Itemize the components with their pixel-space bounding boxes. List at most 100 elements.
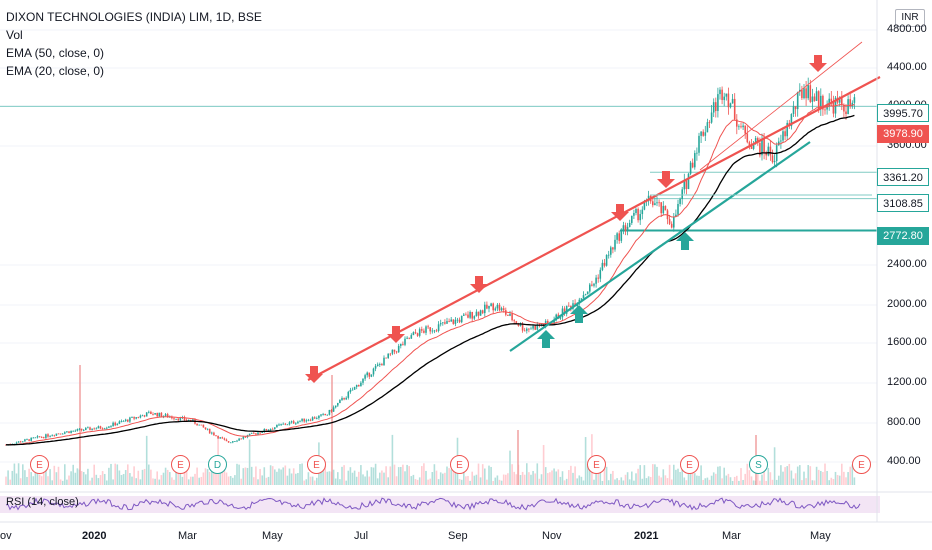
volume-bar	[698, 475, 700, 485]
volume-bar	[250, 466, 253, 485]
volume-bar	[694, 473, 696, 485]
earnings-marker[interactable]: E	[852, 455, 871, 474]
volume-bar	[339, 479, 341, 485]
candle-body	[643, 201, 646, 210]
volume-bar	[570, 465, 572, 485]
volume-bar	[221, 466, 224, 485]
volume-bar	[553, 468, 555, 485]
earnings-marker[interactable]: E	[680, 455, 699, 474]
volume-bar	[513, 471, 515, 485]
candle-body	[120, 421, 123, 422]
candle-body	[242, 436, 245, 439]
candle-body	[750, 146, 753, 149]
volume-bar	[620, 477, 623, 485]
volume-bar	[13, 463, 16, 485]
volume-bar	[351, 472, 354, 485]
time-tick: 2021	[634, 530, 659, 542]
candle-body	[372, 368, 375, 375]
candle-body	[326, 414, 329, 416]
candle-body	[578, 299, 581, 303]
candle-body	[368, 372, 371, 377]
dividend-marker[interactable]: D	[208, 455, 227, 474]
volume-bar	[584, 437, 587, 485]
candle-body	[790, 113, 793, 127]
candle-body	[22, 441, 24, 443]
volume-bar	[57, 466, 60, 485]
time-tick: May	[810, 530, 831, 542]
volume-bar	[219, 468, 221, 485]
candle-body	[658, 202, 660, 204]
earnings-marker[interactable]: E	[30, 455, 49, 474]
candle-body	[679, 198, 681, 204]
candle-body	[773, 161, 776, 163]
candle-body	[59, 433, 62, 435]
volume-bar	[112, 479, 114, 485]
volume-bar	[324, 465, 326, 485]
candle-body	[467, 314, 469, 318]
candle-body	[511, 313, 513, 321]
candle-body	[553, 320, 555, 325]
volume-bar	[559, 476, 562, 485]
currency-badge[interactable]: INR	[895, 9, 925, 27]
volume-bar	[164, 467, 167, 485]
candle-body	[385, 357, 387, 359]
volume-bar	[488, 465, 490, 485]
earnings-marker[interactable]: E	[450, 455, 469, 474]
candle-body	[469, 311, 471, 318]
earnings-marker[interactable]: E	[587, 455, 606, 474]
candle-body	[486, 304, 488, 309]
volume-bar	[750, 476, 753, 485]
volume-bar	[715, 473, 717, 485]
volume-bar	[532, 470, 534, 485]
candle-body	[515, 321, 518, 324]
candle-body	[582, 295, 585, 299]
volume-bar	[280, 469, 282, 485]
candle-body	[681, 189, 683, 199]
volume-bar	[452, 463, 455, 485]
earnings-marker[interactable]: E	[171, 455, 190, 474]
volume-bar	[313, 480, 316, 485]
volume-bar	[305, 479, 308, 485]
sell-arrow	[387, 326, 405, 343]
volume-bar	[418, 477, 421, 485]
volume-bar	[631, 471, 633, 485]
volume-bar	[580, 476, 583, 485]
buy-arrow	[570, 305, 588, 323]
volume-bar	[95, 474, 98, 485]
volume-bar	[832, 479, 835, 485]
volume-bar	[307, 472, 310, 485]
candle-body	[628, 222, 631, 227]
split-marker[interactable]: S	[749, 455, 768, 474]
sell-arrow	[809, 55, 827, 72]
candle-body	[691, 162, 694, 168]
volume-bar	[175, 467, 177, 485]
candle-body	[366, 372, 368, 376]
candle-body	[280, 424, 282, 425]
candle-body	[803, 88, 805, 99]
candle-body	[670, 223, 673, 228]
candle-body	[826, 105, 828, 110]
volume-bar	[628, 479, 631, 485]
volume-bar	[141, 469, 144, 485]
symbol-title[interactable]: DIXON TECHNOLOGIES (INDIA) LIM, 1D, BSE	[6, 10, 262, 24]
earnings-marker[interactable]: E	[307, 455, 326, 474]
candle-body	[164, 414, 167, 416]
volume-bar	[542, 445, 545, 485]
legend-volume[interactable]: Vol	[6, 28, 23, 42]
candle-body	[431, 330, 434, 332]
candle-body	[526, 328, 528, 331]
candle-body	[433, 330, 436, 332]
volume-bar	[49, 469, 51, 485]
legend-ema20[interactable]: EMA (20, close, 0)	[6, 64, 105, 78]
candle-body	[662, 205, 665, 214]
volume-bar	[402, 464, 404, 485]
legend-ema50[interactable]: EMA (50, close, 0)	[6, 46, 105, 60]
candle-body	[607, 254, 610, 256]
candle-body	[64, 432, 66, 434]
candle-body	[782, 131, 784, 141]
volume-bar	[481, 464, 484, 485]
candle-body	[568, 305, 570, 307]
rsi-legend[interactable]: RSI (14, close)	[6, 496, 79, 508]
volume-bar	[843, 471, 845, 485]
